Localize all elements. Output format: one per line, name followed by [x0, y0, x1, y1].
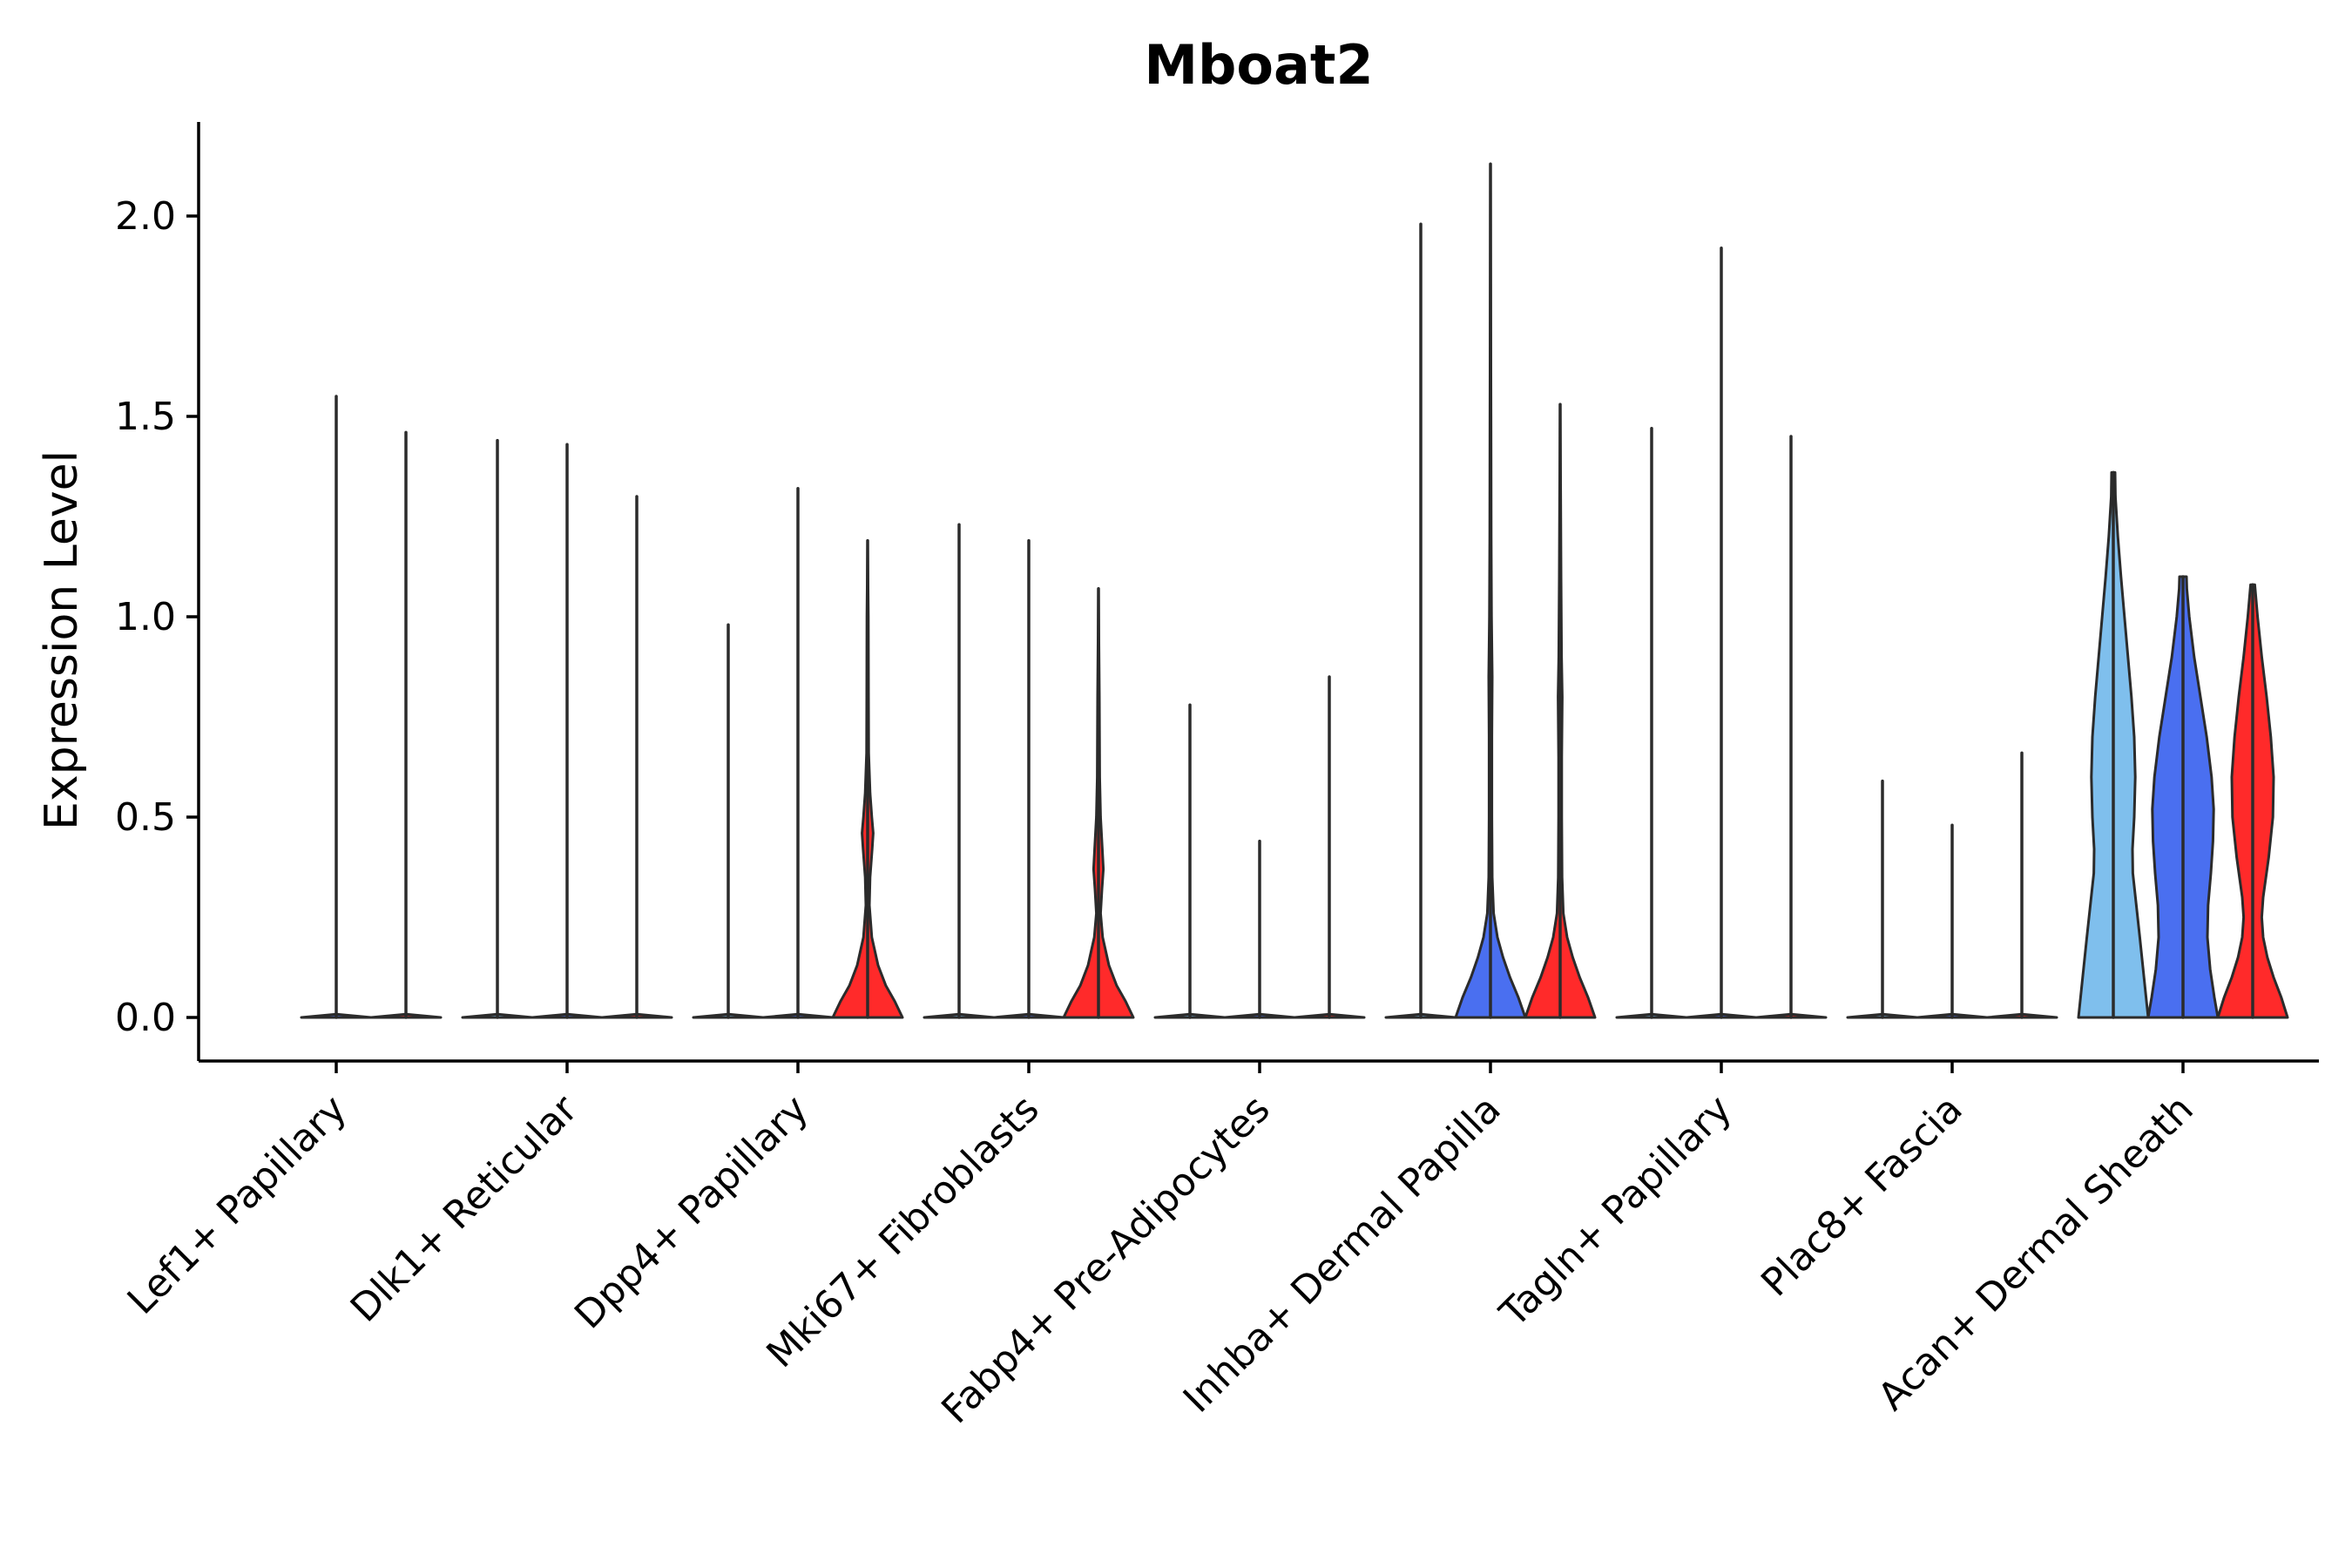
y-tick-label: 0.0: [115, 996, 176, 1040]
y-tick-label: 2.0: [115, 194, 176, 239]
y-axis: 0.0 0.5 1.0 1.5 2.0: [115, 122, 200, 1061]
chart-title: Mboat2: [1144, 33, 1373, 97]
y-axis-title: Expression Level: [36, 450, 88, 830]
y-tick-label: 0.5: [115, 795, 176, 840]
violins: [300, 162, 2289, 1019]
y-tick-label: 1.5: [115, 395, 176, 439]
y-tick-label: 1.0: [115, 595, 176, 639]
